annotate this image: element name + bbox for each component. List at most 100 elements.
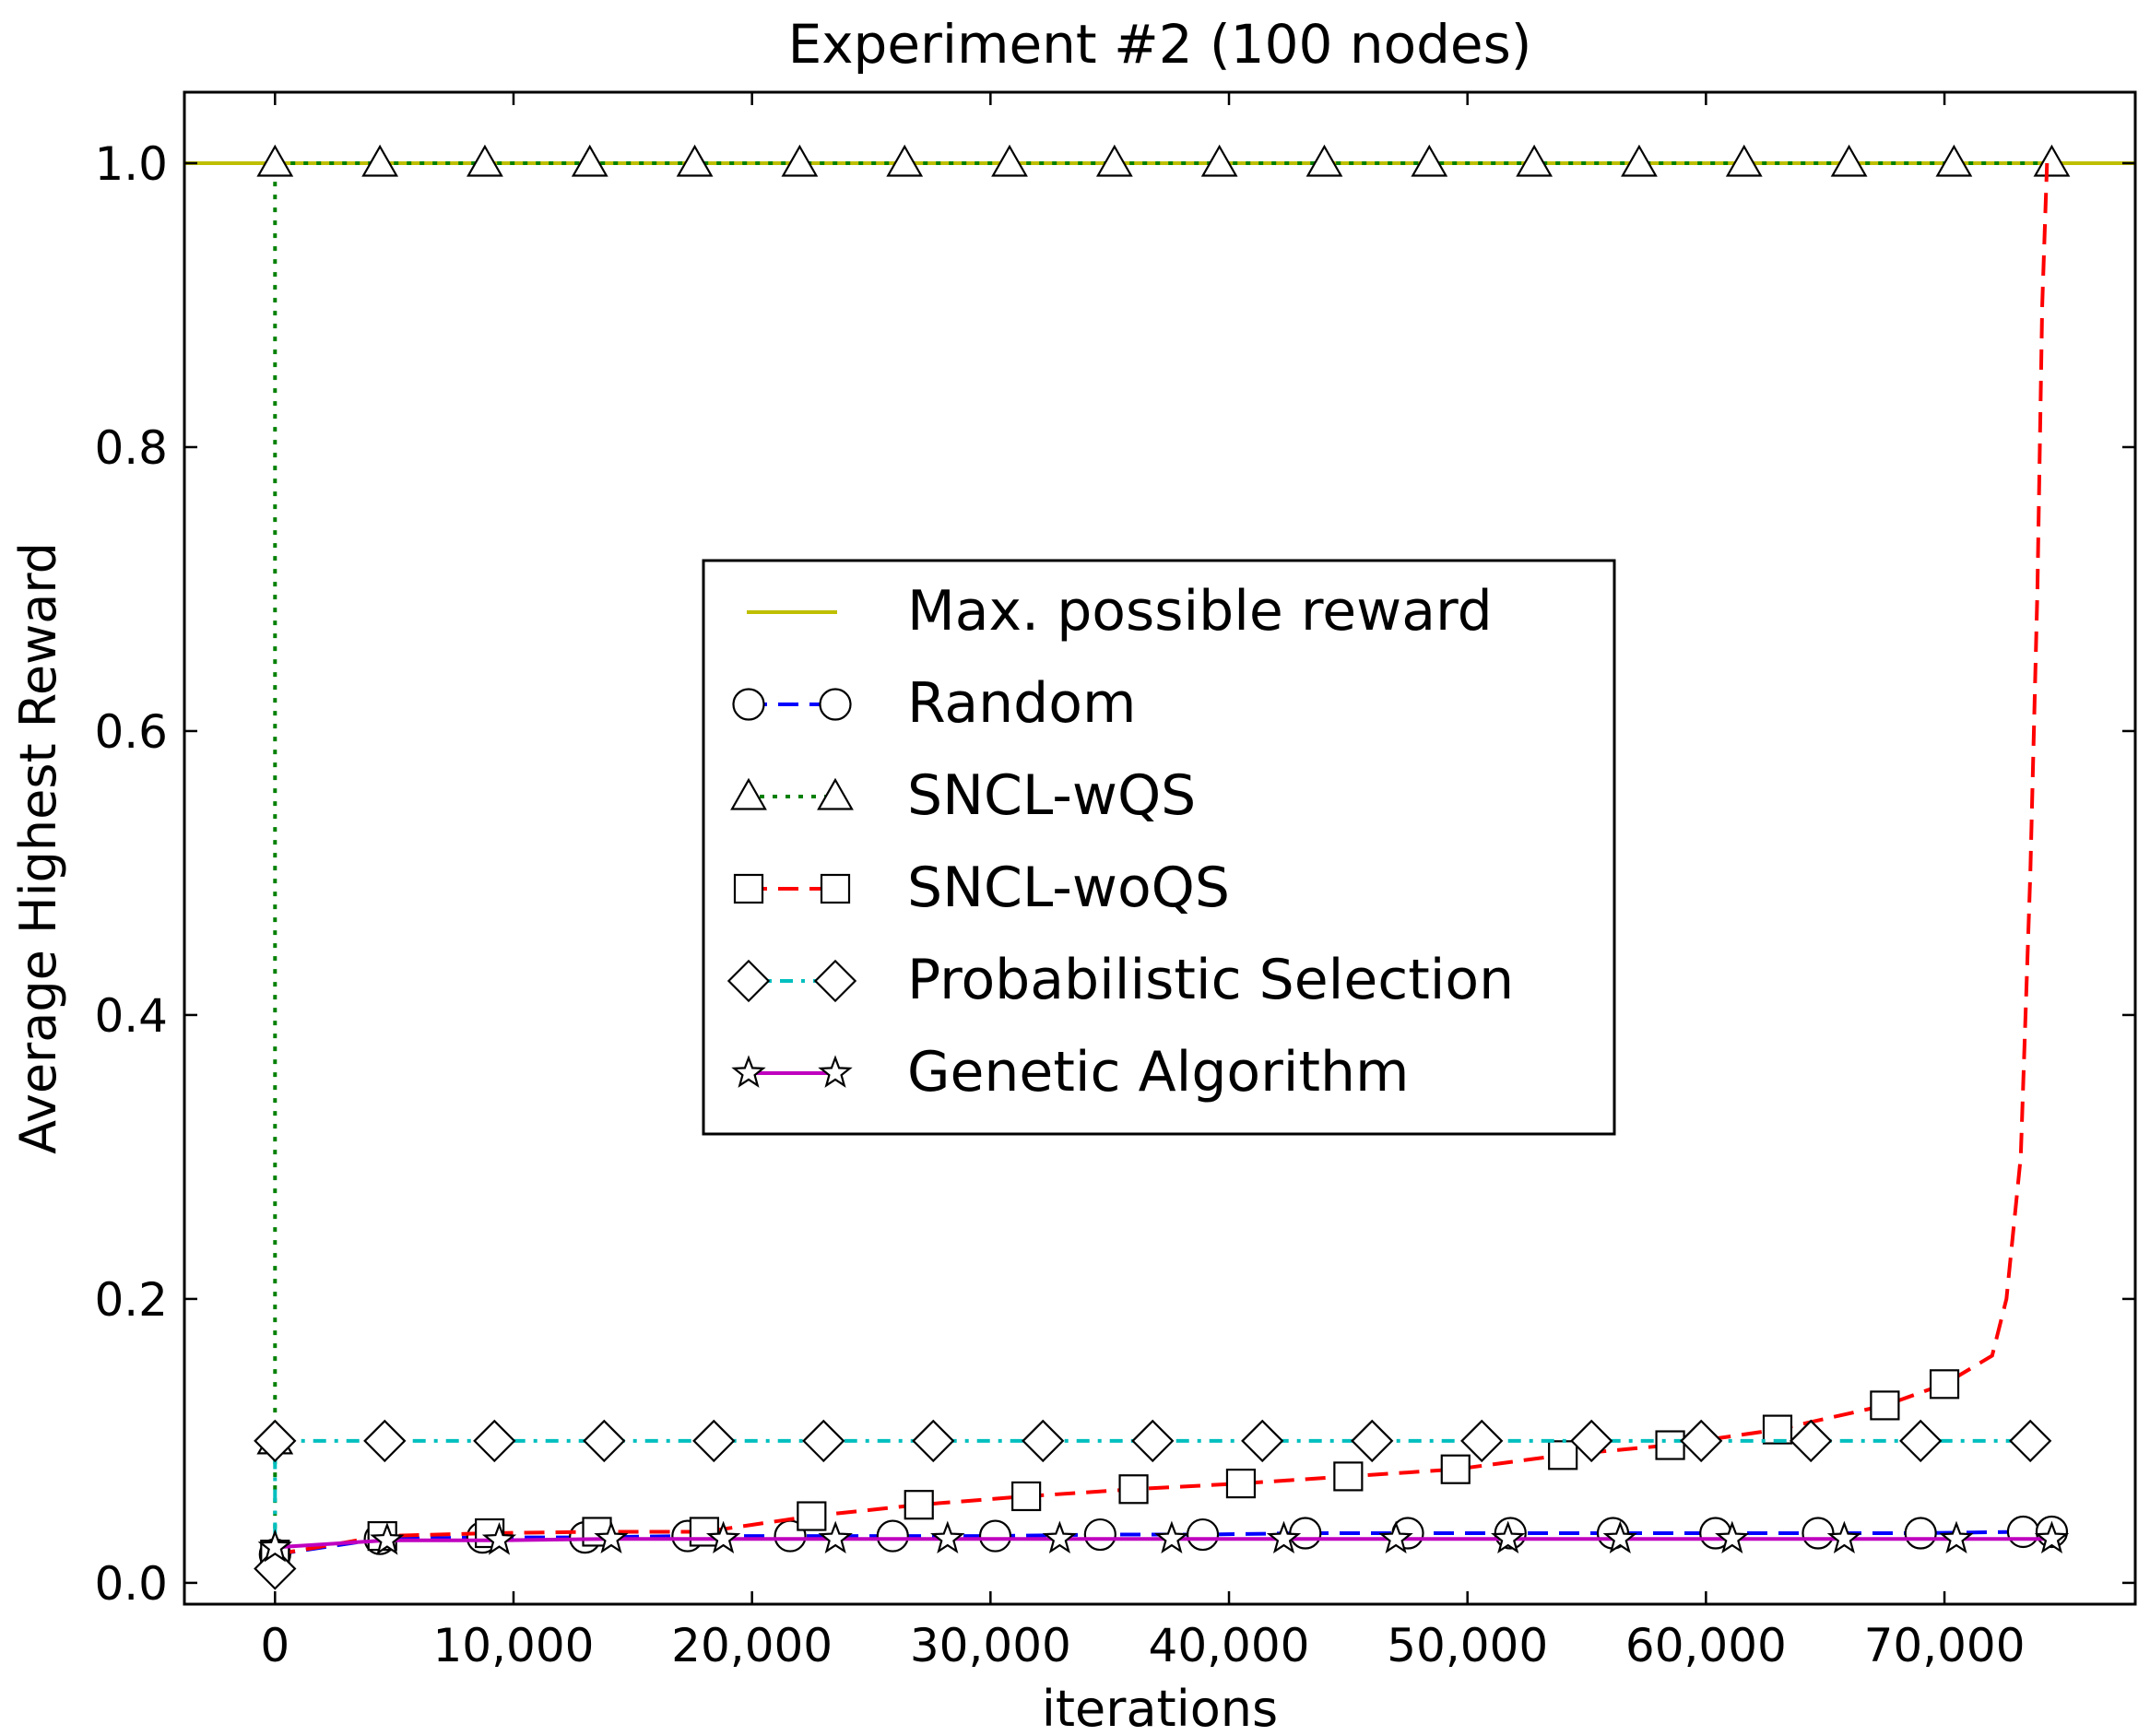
axes-layer: 0 10,000 20,000 30,000 40,000 50,000 60,000 70,… xyxy=(94,90,2137,1672)
data-point-sncl-wqs xyxy=(1095,144,1133,177)
data-point-sncl-woqs xyxy=(689,1517,720,1547)
data-point-sncl-woqs xyxy=(1440,1454,1471,1484)
data-point-probabilistic-selection xyxy=(254,1547,297,1590)
legend-marker-sncl-wqs xyxy=(730,777,767,810)
data-point-sncl-wqs xyxy=(571,144,608,177)
x-tick-label: 0 xyxy=(260,1619,289,1672)
data-point-genetic-algorithm xyxy=(1154,1520,1189,1554)
data-point-genetic-algorithm xyxy=(1490,1520,1526,1554)
data-point-sncl-wqs xyxy=(361,144,399,177)
data-point-genetic-algorithm xyxy=(2034,1520,2070,1554)
series-line-sncl-woqs xyxy=(274,162,2050,1557)
data-point-probabilistic-selection xyxy=(1241,1419,1284,1463)
data-point-genetic-algorithm xyxy=(1939,1520,1974,1554)
legend-marker-random xyxy=(732,688,765,721)
data-point-random xyxy=(876,1519,909,1553)
data-point-genetic-algorithm xyxy=(1826,1520,1862,1554)
data-point-random xyxy=(1083,1518,1116,1552)
legend-label-random: Random xyxy=(907,671,1136,736)
data-point-sncl-woqs xyxy=(1762,1414,1793,1445)
data-point-genetic-algorithm xyxy=(1602,1520,1637,1554)
data-point-sncl-wqs xyxy=(1935,144,1973,177)
data-point-random xyxy=(1904,1517,1937,1550)
legend-label-probabilistic-selection: Probabilistic Selection xyxy=(907,948,1514,1012)
data-point-probabilistic-selection xyxy=(1899,1419,1943,1463)
x-axis-label: iterations xyxy=(1042,1680,1278,1736)
series-layer xyxy=(184,144,2135,1590)
data-point-sncl-woqs xyxy=(797,1501,827,1531)
data-point-probabilistic-selection xyxy=(2009,1419,2052,1463)
data-point-sncl-woqs xyxy=(1333,1461,1364,1492)
data-point-sncl-wqs xyxy=(886,144,924,177)
legend-marker-sncl-wqs xyxy=(817,777,854,810)
data-point-genetic-algorithm xyxy=(1378,1520,1413,1554)
legend-marker-probabilistic-selection xyxy=(813,959,857,1003)
series-probabilistic-selection xyxy=(254,1419,2052,1590)
data-point-sncl-woqs xyxy=(1655,1430,1685,1460)
data-point-sncl-woqs xyxy=(1870,1390,1900,1421)
legend-item-random: Random xyxy=(732,671,1136,736)
legend-item-sncl-woqs: SNCL-woQS xyxy=(733,856,1230,920)
data-point-sncl-wqs xyxy=(1830,144,1868,177)
legend-marker-sncl-woqs xyxy=(733,873,764,904)
legend-box xyxy=(702,559,1616,1136)
data-point-probabilistic-selection xyxy=(912,1419,955,1463)
data-point-sncl-woqs xyxy=(1011,1481,1042,1512)
data-point-sncl-wqs xyxy=(1411,144,1448,177)
legend-marker-sncl-woqs xyxy=(820,873,851,904)
legend-item-sncl-wqs: SNCL-wQS xyxy=(730,763,1196,828)
legend-marker-probabilistic-selection xyxy=(727,959,771,1003)
legend-item-genetic-algorithm: Genetic Algorithm xyxy=(731,1040,1409,1104)
data-point-random xyxy=(1802,1517,1835,1550)
data-point-random xyxy=(1186,1518,1220,1552)
data-point-sncl-wqs xyxy=(781,144,819,177)
series-line-sncl-wqs xyxy=(273,161,2052,1555)
data-point-probabilistic-selection xyxy=(1680,1419,1723,1463)
data-point-genetic-algorithm xyxy=(481,1522,517,1555)
data-point-genetic-algorithm xyxy=(257,1529,293,1563)
data-point-probabilistic-selection xyxy=(254,1419,297,1463)
x-tick-label: 10,000 xyxy=(433,1619,595,1672)
plot-frame xyxy=(183,90,2137,1606)
data-point-probabilistic-selection xyxy=(583,1419,626,1463)
data-point-sncl-wqs xyxy=(991,144,1028,177)
legend-item-probabilistic-selection: Probabilistic Selection xyxy=(727,948,1514,1012)
data-point-sncl-wqs xyxy=(467,144,503,177)
legend-label-genetic-algorithm: Genetic Algorithm xyxy=(907,1040,1409,1104)
x-tick-label: 60,000 xyxy=(1625,1619,1787,1672)
data-point-probabilistic-selection xyxy=(802,1419,845,1463)
x-tick-label: 70,000 xyxy=(1864,1619,2026,1672)
data-point-probabilistic-selection xyxy=(1460,1419,1504,1463)
data-point-sncl-wqs xyxy=(1516,144,1553,177)
data-point-probabilistic-selection xyxy=(1131,1419,1175,1463)
data-point-probabilistic-selection xyxy=(1790,1419,1833,1463)
data-point-genetic-algorithm xyxy=(370,1522,405,1555)
data-point-genetic-algorithm xyxy=(1266,1520,1302,1554)
data-point-probabilistic-selection xyxy=(1570,1419,1613,1463)
data-point-probabilistic-selection xyxy=(473,1419,516,1463)
data-point-genetic-algorithm xyxy=(1042,1520,1078,1554)
legend-marker-genetic-algorithm xyxy=(818,1055,853,1088)
y-tick-label: 0.4 xyxy=(94,989,168,1043)
y-tick-label: 0.8 xyxy=(94,421,168,475)
data-point-sncl-woqs xyxy=(1118,1474,1149,1505)
data-point-random xyxy=(978,1519,1012,1553)
data-point-sncl-woqs xyxy=(1929,1369,1960,1399)
series-random xyxy=(258,1515,2069,1571)
x-tick-label: 20,000 xyxy=(671,1619,833,1672)
legend-label-sncl-woqs: SNCL-woQS xyxy=(907,856,1230,920)
y-axis-label: Average Highest Reward xyxy=(9,542,67,1154)
data-point-probabilistic-selection xyxy=(1351,1419,1394,1463)
data-point-genetic-algorithm xyxy=(705,1520,741,1554)
x-tick-label: 50,000 xyxy=(1387,1619,1548,1672)
data-point-genetic-algorithm xyxy=(818,1520,853,1554)
legend-item-max-possible-reward: Max. possible reward xyxy=(747,579,1493,644)
data-point-sncl-wqs xyxy=(1305,144,1343,177)
data-point-probabilistic-selection xyxy=(1022,1419,1065,1463)
legend-label-sncl-wqs: SNCL-wQS xyxy=(907,763,1196,828)
data-point-sncl-wqs xyxy=(1621,144,1658,177)
y-tick-label: 0.6 xyxy=(94,705,168,759)
data-point-sncl-wqs xyxy=(676,144,714,177)
y-tick-label: 0.0 xyxy=(94,1557,168,1611)
data-point-sncl-wqs xyxy=(256,144,294,177)
